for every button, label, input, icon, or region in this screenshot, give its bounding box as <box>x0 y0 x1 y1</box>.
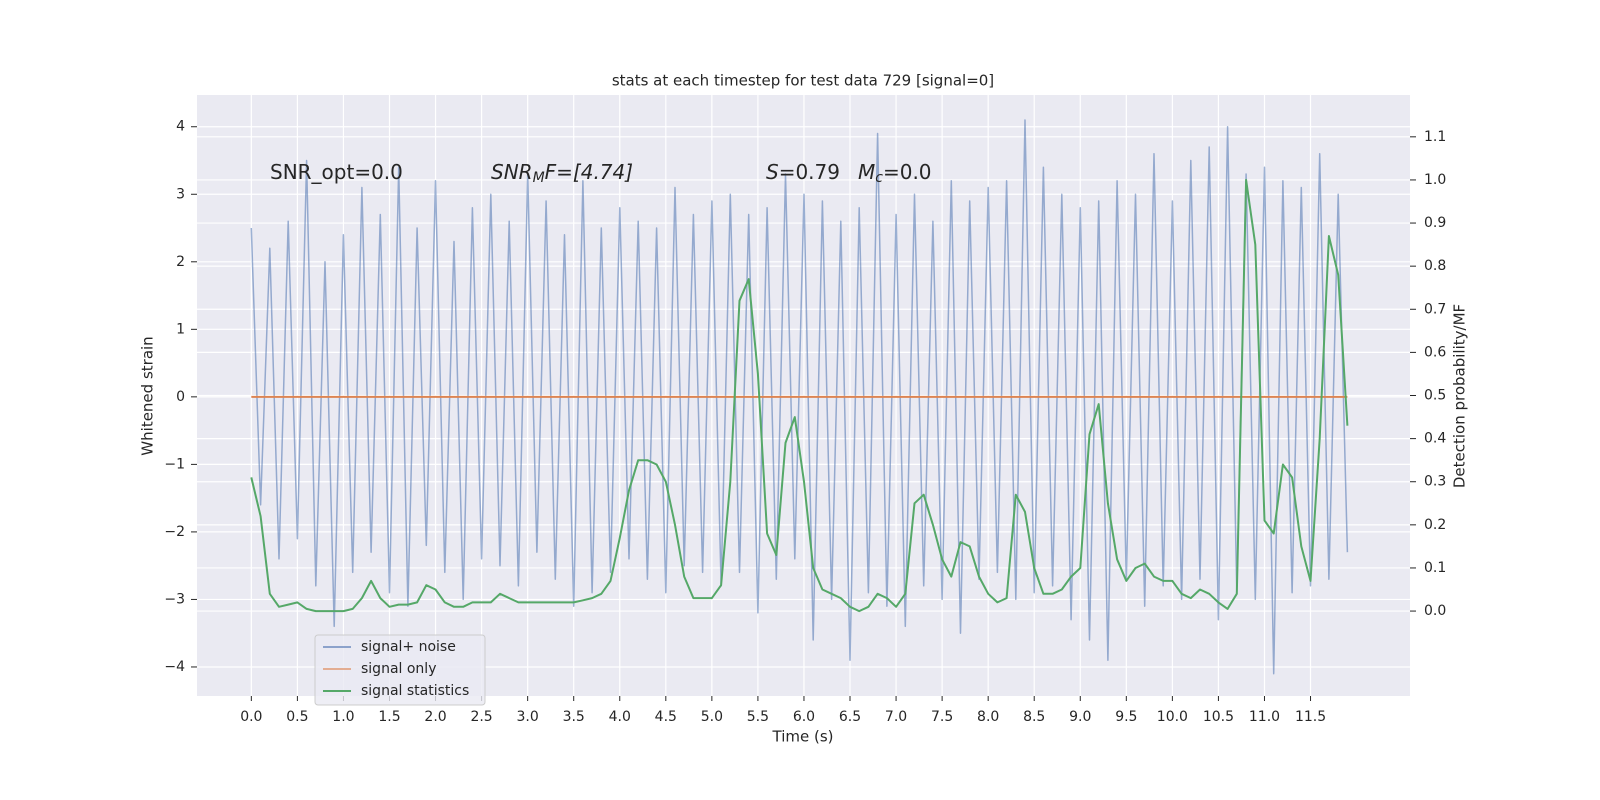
x-tick-label: 10.0 <box>1157 709 1188 725</box>
x-tick-label: 11.0 <box>1249 709 1280 725</box>
y-axis-label: Whitened strain <box>139 336 157 455</box>
annotation-run: c <box>875 170 883 186</box>
annotation-run: SNR <box>491 160 533 184</box>
x-tick-label: 1.5 <box>378 709 400 725</box>
x-tick-label: 4.5 <box>655 709 677 725</box>
x-tick-label: 8.0 <box>977 709 999 725</box>
y-tick-label: 2 <box>176 254 185 270</box>
annotation-run: F=[4.74] <box>545 160 633 184</box>
annotation: S=0.79 <box>766 160 840 184</box>
legend-box <box>314 634 486 706</box>
y-tick-label: −1 <box>164 456 185 472</box>
y-tick-label: 4 <box>176 119 185 135</box>
y2-tick-label: 0.3 <box>1424 474 1446 490</box>
y2-tick-label: 0.0 <box>1424 603 1446 619</box>
annotation-run: M <box>858 160 875 184</box>
series-line <box>250 178 1349 613</box>
x-tick-label: 1.0 <box>332 709 354 725</box>
y2-tick-label: 0.7 <box>1424 301 1446 317</box>
x-tick-label: 3.0 <box>517 709 539 725</box>
x-axis-label: Time (s) <box>772 728 834 746</box>
x-tick-label: 10.5 <box>1203 709 1234 725</box>
y-tick-label: 1 <box>176 321 185 337</box>
annotation: Mc=0.0 <box>858 160 932 187</box>
annotation-run: =0.0 <box>883 160 932 184</box>
annotation-run: =0.79 <box>779 160 840 184</box>
y2-tick-label: 0.4 <box>1424 431 1446 447</box>
y2-tick-label: 0.9 <box>1424 215 1446 231</box>
x-tick-label: 3.5 <box>563 709 585 725</box>
x-tick-label: 8.5 <box>1023 709 1045 725</box>
annotation: SNR_opt=0.0 <box>270 160 403 184</box>
y2-tick-label: 0.6 <box>1424 344 1446 360</box>
x-tick-label: 5.0 <box>701 709 723 725</box>
x-tick-label: 5.5 <box>747 709 769 725</box>
x-tick-label: 0.0 <box>240 709 262 725</box>
x-tick-label: 4.0 <box>609 709 631 725</box>
x-tick-label: 11.5 <box>1295 709 1326 725</box>
legend-label: signal only <box>361 661 436 677</box>
y2-tick-label: 0.8 <box>1424 258 1446 274</box>
annotation-run: SNR_opt=0.0 <box>270 160 403 184</box>
y2-tick-label: 0.2 <box>1424 517 1446 533</box>
x-tick-label: 9.5 <box>1115 709 1137 725</box>
x-tick-label: 2.0 <box>424 709 446 725</box>
series-line <box>250 119 1349 675</box>
x-tick-label: 6.0 <box>793 709 815 725</box>
y-tick-label: 3 <box>176 186 185 202</box>
y2-tick-label: 0.1 <box>1424 560 1446 576</box>
annotation: SNRMF=[4.74] <box>491 160 633 187</box>
x-tick-label: 0.5 <box>286 709 308 725</box>
annotation-run: M <box>533 170 545 186</box>
y2-axis-label: Detection probability/MF <box>1451 304 1469 488</box>
legend-label: signal+ noise <box>361 639 456 655</box>
x-tick-label: 7.5 <box>931 709 953 725</box>
x-tick-label: 6.5 <box>839 709 861 725</box>
y-tick-label: −2 <box>164 524 185 540</box>
y-tick-label: −3 <box>164 591 185 607</box>
x-tick-label: 7.0 <box>885 709 907 725</box>
y2-tick-label: 1.0 <box>1424 172 1446 188</box>
y2-tick-label: 0.5 <box>1424 388 1446 404</box>
x-tick-label: 2.5 <box>470 709 492 725</box>
y-tick-label: −4 <box>164 659 185 675</box>
y-tick-label: 0 <box>176 389 185 405</box>
x-tick-label: 9.0 <box>1069 709 1091 725</box>
y2-tick-label: 1.1 <box>1424 129 1446 145</box>
annotation-run: S <box>766 160 779 184</box>
legend-label: signal statistics <box>361 683 469 699</box>
chart-title: stats at each timestep for test data 729… <box>612 72 994 90</box>
